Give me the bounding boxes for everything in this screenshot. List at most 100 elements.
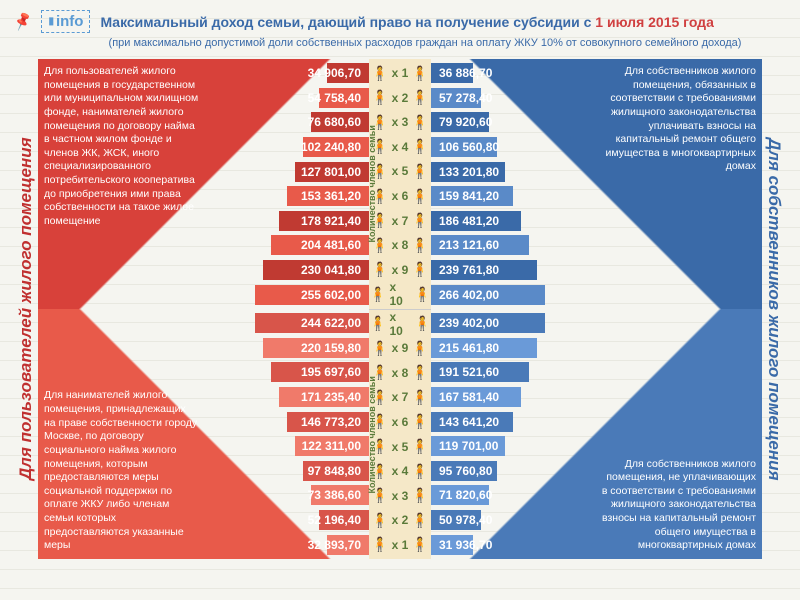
person-icon: 🧍	[411, 536, 428, 553]
bar-row: 34 906,70	[38, 62, 369, 84]
multiply-label: x 3	[392, 489, 409, 503]
pin-icon: 📌	[12, 11, 34, 33]
person-icon: 🧍	[411, 261, 428, 278]
family-size-row: 🧍x 9🧍	[369, 337, 431, 359]
value-bar: 34 906,70	[327, 63, 369, 83]
family-size-row: 🧍x 6🧍	[369, 185, 431, 207]
family-size-row: 🧍x 3🧍	[369, 111, 431, 133]
multiply-label: x 9	[392, 263, 409, 277]
person-icon: 🧍	[411, 364, 428, 381]
multiply-label: x 10	[389, 310, 410, 338]
page-root: 📌 ▮info Максимальный доход семьи, дающий…	[0, 0, 800, 600]
multiply-label: x 2	[392, 91, 409, 105]
family-size-row: 🧍x 6🧍	[369, 411, 431, 433]
person-icon: 🧍	[411, 212, 428, 229]
multiply-label: x 8	[392, 366, 409, 380]
bar-row: 239 402,00	[431, 312, 762, 334]
value-bar: 239 761,80	[431, 260, 537, 280]
person-icon: 🧍	[411, 138, 428, 155]
person-icon: 🧍	[411, 237, 428, 254]
quadrant-bot-right: Для собственников жилого помещения, не у…	[431, 309, 762, 559]
header: 📌 ▮info Максимальный доход семьи, дающий…	[14, 10, 786, 33]
main-chart: Для пользователей жилого помещения Для п…	[14, 59, 786, 559]
bar-row: 146 773,20	[38, 411, 369, 433]
value-bar: 133 201,80	[431, 162, 505, 182]
person-icon: 🧍	[411, 512, 428, 529]
bar-row: 52 196,40	[38, 509, 369, 531]
value-bar: 97 848,80	[303, 461, 369, 481]
logo: ▮info	[41, 10, 90, 33]
family-size-row: 🧍x 2🧍	[369, 87, 431, 109]
family-size-row: 🧍x 4🧍	[369, 460, 431, 482]
multiply-label: x 5	[392, 440, 409, 454]
value-bar: 213 121,60	[431, 235, 529, 255]
bar-row: 153 361,20	[38, 185, 369, 207]
bar-row: 171 235,40	[38, 386, 369, 408]
person-icon: 🧍	[411, 114, 428, 131]
person-icon: 🧍	[414, 286, 431, 303]
value-bar: 220 159,80	[263, 338, 369, 358]
value-bar: 50 978,40	[431, 510, 481, 530]
bar-row: 36 886,70	[431, 62, 762, 84]
bar-row: 244 622,00	[38, 312, 369, 334]
quadrant-top-right: Для собственников жилого помещения, обяз…	[431, 59, 762, 309]
value-bar: 54 758,40	[319, 88, 369, 108]
multiply-label: x 7	[392, 214, 409, 228]
family-size-row: 🧍x 8🧍	[369, 234, 431, 256]
multiply-label: x 9	[392, 341, 409, 355]
value-bar: 102 240,80	[303, 137, 369, 157]
person-icon: 🧍	[414, 315, 431, 332]
multiply-label: x 2	[392, 513, 409, 527]
bar-row: 178 921,40	[38, 210, 369, 232]
bar-row: 230 041,80	[38, 259, 369, 281]
value-bar: 119 701,00	[431, 436, 505, 456]
family-size-row: 🧍x 7🧍	[369, 210, 431, 232]
page-title: Максимальный доход семьи, дающий право н…	[100, 14, 786, 30]
bar-row: 106 560,80	[431, 136, 762, 158]
multiply-label: x 3	[392, 115, 409, 129]
multiply-label: x 6	[392, 189, 409, 203]
family-size-row: 🧍x 10🧍	[369, 283, 431, 305]
family-size-row: 🧍x 5🧍	[369, 436, 431, 458]
person-icon: 🧍	[411, 438, 428, 455]
bar-row: 167 581,40	[431, 386, 762, 408]
bar-row: 127 801,00	[38, 161, 369, 183]
bar-row: 143 641,20	[431, 411, 762, 433]
family-size-row: 🧍x 10🧍	[369, 313, 431, 335]
center-top: Количество членов семьи 🧍x 1🧍🧍x 2🧍🧍x 3🧍🧍…	[369, 59, 431, 310]
value-bar: 143 641,20	[431, 412, 513, 432]
multiply-label: x 6	[392, 415, 409, 429]
person-icon: 🧍	[411, 65, 428, 82]
subtitle: (при максимально допустимой доли собстве…	[64, 37, 786, 49]
value-bar: 230 041,80	[263, 260, 369, 280]
bar-row: 97 848,80	[38, 460, 369, 482]
family-size-row: 🧍x 8🧍	[369, 362, 431, 384]
value-bar: 122 311,00	[295, 436, 369, 456]
bar-row: 204 481,60	[38, 234, 369, 256]
multiply-label: x 5	[392, 164, 409, 178]
value-bar: 171 235,40	[279, 387, 369, 407]
person-icon: 🧍	[411, 89, 428, 106]
bar-row: 73 386,60	[38, 484, 369, 506]
bar-row: 76 680,60	[38, 111, 369, 133]
value-bar: 52 196,40	[319, 510, 369, 530]
right-column: Для собственников жилого помещения, обяз…	[431, 59, 762, 559]
person-icon: 🧍	[411, 163, 428, 180]
bar-row: 50 978,40	[431, 509, 762, 531]
left-column: Для пользователей жилого помещения в гос…	[38, 59, 369, 559]
value-bar: 266 402,00	[431, 285, 545, 305]
value-bar: 244 622,00	[255, 313, 369, 333]
value-bar: 167 581,40	[431, 387, 521, 407]
bar-row: 95 760,80	[431, 460, 762, 482]
value-bar: 239 402,00	[431, 313, 545, 333]
bar-row: 79 920,60	[431, 111, 762, 133]
family-size-row: 🧍x 4🧍	[369, 136, 431, 158]
value-bar: 186 481,20	[431, 211, 521, 231]
bar-row: 32 893,70	[38, 534, 369, 556]
value-bar: 255 602,00	[255, 285, 369, 305]
value-bar: 159 841,20	[431, 186, 513, 206]
value-bar: 178 921,40	[279, 211, 369, 231]
person-icon: 🧍	[411, 487, 428, 504]
value-bar: 153 361,20	[287, 186, 369, 206]
bar-row: 186 481,20	[431, 210, 762, 232]
